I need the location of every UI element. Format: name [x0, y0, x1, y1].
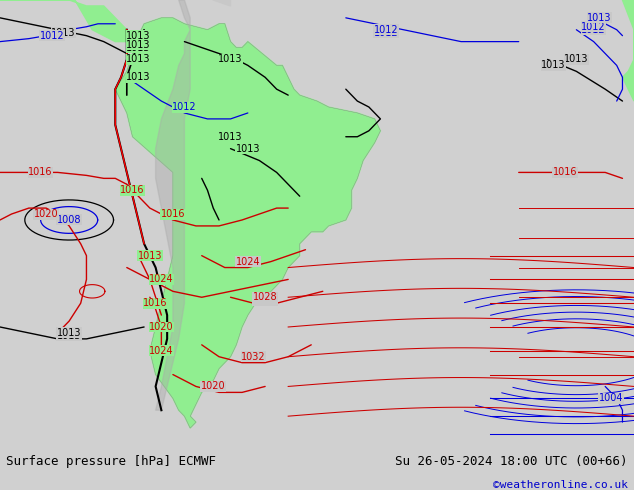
Text: 1016: 1016 — [120, 185, 145, 195]
Text: 1013: 1013 — [138, 251, 162, 261]
Text: 1013: 1013 — [587, 13, 612, 23]
Text: 1020: 1020 — [201, 381, 226, 392]
Text: 1016: 1016 — [160, 209, 185, 219]
Text: Surface pressure [hPa] ECMWF: Surface pressure [hPa] ECMWF — [6, 455, 216, 468]
Text: 1004: 1004 — [598, 393, 623, 403]
Text: 1012: 1012 — [581, 22, 606, 32]
Text: 1012: 1012 — [581, 24, 606, 35]
Text: 1013: 1013 — [126, 43, 151, 52]
Text: 1028: 1028 — [253, 295, 278, 305]
Text: 1024: 1024 — [235, 257, 260, 267]
Text: 1004: 1004 — [598, 393, 623, 403]
Text: 1013: 1013 — [218, 132, 243, 142]
Text: 1013: 1013 — [236, 144, 260, 154]
Text: 1020: 1020 — [34, 209, 58, 219]
Polygon shape — [623, 0, 634, 101]
Text: 1013: 1013 — [138, 251, 162, 261]
Text: 1012: 1012 — [172, 102, 197, 112]
Text: 1016: 1016 — [553, 168, 577, 177]
Text: 1013: 1013 — [126, 40, 151, 49]
Text: 1016: 1016 — [143, 298, 168, 308]
Text: 1012: 1012 — [172, 102, 197, 112]
Polygon shape — [115, 18, 380, 428]
Text: ©weatheronline.co.uk: ©weatheronline.co.uk — [493, 480, 628, 490]
Text: 1032: 1032 — [242, 352, 266, 362]
Text: 1020: 1020 — [34, 209, 58, 219]
Text: 1020: 1020 — [201, 381, 226, 392]
Text: 1013: 1013 — [126, 31, 151, 41]
Text: 1013: 1013 — [541, 60, 566, 71]
Text: 1013: 1013 — [564, 54, 588, 65]
Text: 1013: 1013 — [126, 54, 151, 65]
Text: 1024: 1024 — [149, 274, 174, 284]
Text: 1016: 1016 — [28, 168, 53, 177]
Text: 1013: 1013 — [126, 54, 151, 65]
Text: 1032: 1032 — [242, 352, 266, 362]
Text: 1013: 1013 — [126, 73, 151, 82]
Text: 1013: 1013 — [57, 331, 81, 341]
Text: 1013: 1013 — [126, 31, 151, 41]
Text: 1016: 1016 — [553, 168, 577, 177]
Text: 1008: 1008 — [57, 215, 81, 225]
Polygon shape — [0, 0, 133, 42]
Text: 1012: 1012 — [39, 31, 64, 41]
Text: 1013: 1013 — [51, 28, 75, 38]
Polygon shape — [86, 0, 231, 6]
Text: 1012: 1012 — [374, 28, 399, 38]
Text: 1013: 1013 — [218, 54, 243, 65]
Text: 1008: 1008 — [57, 215, 81, 225]
Text: 1013: 1013 — [57, 328, 81, 338]
Polygon shape — [155, 0, 190, 410]
Text: 1016: 1016 — [120, 185, 145, 195]
Text: Su 26-05-2024 18:00 UTC (00+66): Su 26-05-2024 18:00 UTC (00+66) — [395, 455, 628, 468]
Text: 1012: 1012 — [374, 24, 399, 35]
Text: 1020: 1020 — [149, 322, 174, 332]
Text: 1016: 1016 — [143, 298, 168, 308]
Text: 1016: 1016 — [28, 168, 53, 177]
Text: 1024: 1024 — [149, 346, 174, 356]
Text: 1028: 1028 — [253, 292, 278, 302]
Text: 1024: 1024 — [235, 257, 260, 267]
Text: 1013: 1013 — [587, 13, 612, 23]
Text: 1012: 1012 — [39, 31, 64, 41]
Text: 1016: 1016 — [160, 209, 185, 219]
Text: 1013: 1013 — [51, 28, 75, 38]
